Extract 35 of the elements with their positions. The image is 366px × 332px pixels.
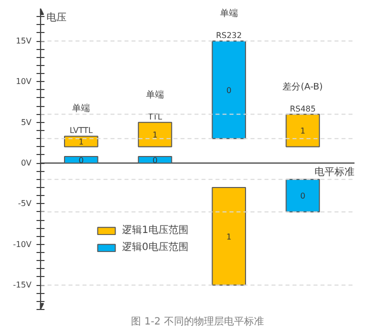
bar xyxy=(286,178,320,212)
bar xyxy=(212,186,246,286)
y-tick-label: -15V xyxy=(12,280,32,290)
annotation: 1 xyxy=(78,138,84,147)
annotation: 差分(A-B) xyxy=(282,81,323,92)
y-tick-label: 0V xyxy=(20,158,32,168)
y-tick-label: -5V xyxy=(18,199,32,208)
legend-label: 逻辑0电压范围 xyxy=(122,240,188,254)
x-axis-title: 电平标准 xyxy=(314,166,354,178)
bar xyxy=(64,156,98,164)
x-tick-label: LVTTL xyxy=(70,126,94,136)
annotation: 0 xyxy=(78,156,84,165)
x-tick-label: RS232 xyxy=(216,31,242,40)
annotation: 单端 xyxy=(220,8,238,20)
caption: 图 1-2 不同的物理层电平标准 xyxy=(131,316,264,328)
bar xyxy=(64,136,98,148)
bar xyxy=(212,40,246,140)
legend-label: 逻辑1电压范围 xyxy=(122,224,188,237)
x-tick-label: RS485 xyxy=(290,104,316,114)
annotation: 单端 xyxy=(72,103,90,114)
y-axis-title: 电压 xyxy=(46,12,66,24)
annotation: 1 xyxy=(300,126,306,136)
bar xyxy=(138,156,172,164)
y-tick-label: 10V xyxy=(16,77,32,86)
annotation: 0 xyxy=(300,192,306,201)
annotation: 0 xyxy=(152,156,158,165)
bar xyxy=(286,114,320,148)
annotation: 单端 xyxy=(146,89,164,100)
annotation: 0 xyxy=(226,86,232,95)
bar xyxy=(138,122,172,148)
annotation: 1 xyxy=(152,130,158,140)
y-tick-label: 5V xyxy=(20,118,32,127)
y-tick-label: 15V xyxy=(16,36,32,46)
annotation: 1 xyxy=(226,232,232,242)
y-tick-label: -10V xyxy=(12,240,32,249)
